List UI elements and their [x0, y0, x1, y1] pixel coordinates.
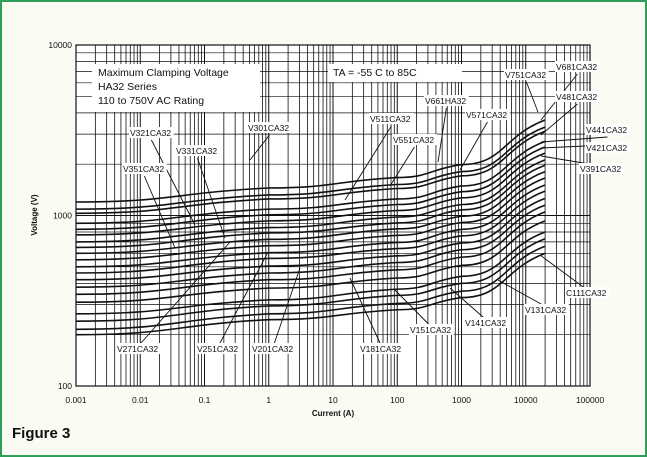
chart-title-line-3: 110 to 750V AC Rating — [98, 95, 204, 107]
series-label-V481CA32: V481CA32 — [556, 92, 597, 102]
series-label-V441CA32: V441CA32 — [586, 125, 627, 135]
series-label-V511CA32: V511CA32 — [370, 114, 411, 124]
y-tick-label: 100 — [58, 381, 72, 391]
series-label-V681CA32: V681CA32 — [556, 62, 597, 72]
x-tick-label: 0.001 — [65, 395, 87, 405]
y-tick-labels: 10000 1000 100 — [48, 40, 72, 391]
series-label-V131CA32: V131CA32 — [525, 305, 566, 315]
series-label-V551CA32: V551CA32 — [393, 135, 434, 145]
series-label-V251CA32: V251CA32 — [197, 344, 238, 354]
series-label-V351CA32: V351CA32 — [123, 164, 164, 174]
series-label-V391CA32: V391CA32 — [580, 164, 621, 174]
series-label-V331CA32: V331CA32 — [176, 146, 217, 156]
series-label-V301CA32: V301CA32 — [248, 123, 289, 133]
x-tick-labels: 0.001 0.01 0.1 1 10 100 1000 10000 100000 — [65, 395, 604, 405]
x-tick-label: 0.01 — [132, 395, 149, 405]
x-tick-label: 0.1 — [199, 395, 211, 405]
temperature-annotation: TA = -55 C to 85C — [333, 67, 417, 79]
x-tick-label: 10000 — [514, 395, 538, 405]
series-label-V271CA32: V271CA32 — [117, 344, 158, 354]
y-tick-label: 10000 — [48, 40, 72, 50]
series-label-V321CA32: V321CA32 — [130, 128, 171, 138]
series-label-V201CA32: V201CA32 — [252, 344, 293, 354]
x-tick-label: 100 — [390, 395, 404, 405]
x-axis-label: Current (A) — [312, 409, 355, 418]
chart-title-line-1: Maximum Clamping Voltage — [98, 67, 229, 79]
series-label-V151CA32: V151CA32 — [410, 325, 451, 335]
x-tick-label: 1 — [266, 395, 271, 405]
x-tick-label: 10 — [328, 395, 338, 405]
series-label-V421CA32: V421CA32 — [586, 143, 627, 153]
series-label-V181CA32: V181CA32 — [360, 344, 401, 354]
series-label-V751CA32: V751CA32 — [505, 70, 546, 80]
chart-title-line-2: HA32 Series — [98, 81, 157, 93]
x-tick-label: 100000 — [576, 395, 605, 405]
series-label-V571CA32: V571CA32 — [466, 110, 507, 120]
series-label-V141CA32: V141CA32 — [465, 318, 506, 328]
figure-caption: Figure 3 — [12, 425, 70, 442]
series-label-C111CA32: C111CA32 — [566, 288, 607, 298]
y-axis-label: Voltage (V) — [30, 194, 39, 236]
x-tick-label: 1000 — [452, 395, 471, 405]
y-tick-label: 1000 — [53, 211, 72, 221]
series-label-V661HA32: V661HA32 — [425, 96, 466, 106]
